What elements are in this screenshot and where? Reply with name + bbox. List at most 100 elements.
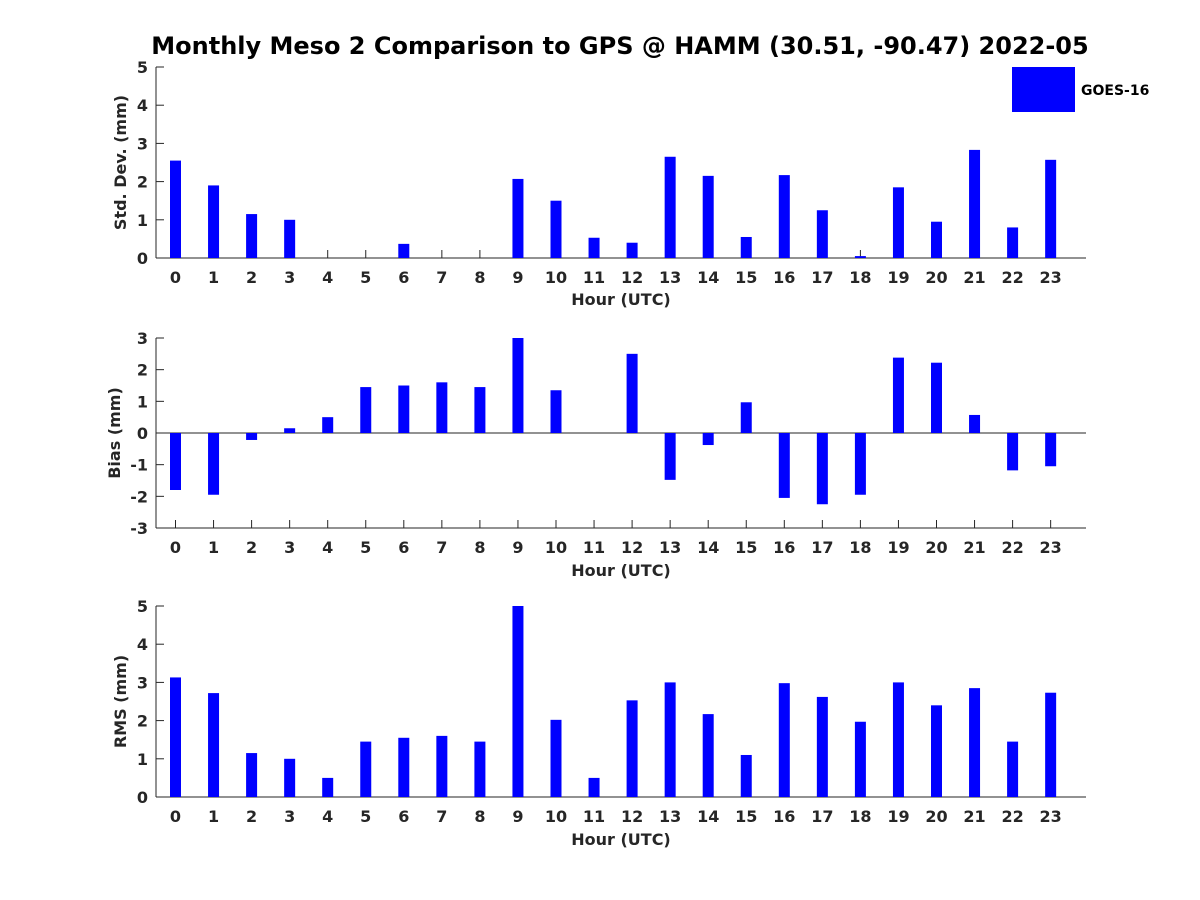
y-tick-label: 0 (137, 249, 148, 268)
chart-title: Monthly Meso 2 Comparison to GPS @ HAMM … (151, 32, 1088, 60)
legend-label: GOES-16 (1081, 83, 1149, 99)
y-tick-label: 0 (137, 424, 148, 443)
x-tick-label: 2 (246, 807, 257, 826)
y-tick-label: 0 (137, 788, 148, 807)
bar-hour-10 (550, 200, 562, 258)
x-tick-label: 5 (360, 807, 371, 826)
x-tick-label: 7 (436, 538, 447, 557)
bar-hour-11 (588, 237, 600, 258)
x-tick-label: 6 (398, 268, 409, 287)
bar-hour-4 (322, 417, 334, 433)
bar-hour-18 (854, 721, 866, 797)
x-tick-label: 21 (963, 538, 985, 557)
bar-hour-18 (854, 433, 866, 495)
x-tick-label: 1 (208, 268, 219, 287)
x-tick-label: 3 (284, 268, 295, 287)
bar-hour-6 (398, 737, 410, 797)
x-tick-label: 8 (474, 807, 485, 826)
x-tick-label: 11 (583, 807, 605, 826)
y-tick-label: 2 (137, 173, 148, 192)
bar-hour-12 (626, 353, 638, 433)
x-tick-label: 15 (735, 807, 757, 826)
x-tick-label: 14 (697, 538, 719, 557)
x-tick-label: 4 (322, 807, 333, 826)
x-tick-label: 19 (887, 268, 909, 287)
x-tick-label: 8 (474, 538, 485, 557)
bar-hour-1 (208, 433, 220, 495)
bar-hour-8 (474, 387, 486, 433)
x-tick-label: 16 (773, 538, 795, 557)
y-tick-label: -2 (130, 487, 148, 506)
bar-hour-3 (284, 428, 296, 433)
x-tick-label: 17 (811, 807, 833, 826)
bar-hour-8 (474, 741, 486, 797)
y-tick-label: 3 (137, 134, 148, 153)
x-tick-label: 22 (1001, 268, 1023, 287)
x-tick-label: 9 (512, 268, 523, 287)
x-tick-label: 20 (925, 268, 947, 287)
x-tick-label: 12 (621, 268, 643, 287)
y-tick-label: -3 (130, 519, 148, 538)
y-axis-label: RMS (mm) (111, 655, 130, 748)
bar-hour-15 (740, 402, 752, 433)
y-tick-label: -1 (130, 456, 148, 475)
x-tick-label: 13 (659, 268, 681, 287)
bar-hour-21 (969, 688, 981, 797)
y-tick-label: 3 (137, 673, 148, 692)
bar-hour-13 (664, 433, 676, 480)
x-tick-label: 11 (583, 538, 605, 557)
y-tick-label: 3 (137, 329, 148, 348)
x-tick-label: 18 (849, 538, 871, 557)
x-tick-label: 4 (322, 268, 333, 287)
bar-hour-17 (816, 210, 828, 258)
x-tick-label: 1 (208, 807, 219, 826)
x-tick-label: 23 (1040, 268, 1062, 287)
y-tick-label: 5 (137, 58, 148, 77)
x-tick-label: 7 (436, 268, 447, 287)
x-tick-label: 22 (1001, 807, 1023, 826)
bar-hour-14 (702, 175, 714, 258)
bar-hour-1 (208, 185, 220, 258)
y-tick-label: 1 (137, 392, 148, 411)
legend: GOES-16 (1012, 67, 1149, 112)
x-tick-label: 15 (735, 268, 757, 287)
bar-hour-10 (550, 390, 562, 433)
bar-hour-9 (512, 178, 524, 258)
x-tick-label: 3 (284, 807, 295, 826)
x-axis-label: Hour (UTC) (571, 561, 671, 580)
x-tick-label: 12 (621, 807, 643, 826)
bar-hour-13 (664, 682, 676, 797)
bar-hour-9 (512, 338, 524, 433)
x-tick-label: 14 (697, 268, 719, 287)
bar-hour-0 (170, 677, 181, 797)
x-tick-label: 21 (963, 268, 985, 287)
bar-hour-23 (1045, 692, 1057, 797)
bar-hour-16 (778, 175, 790, 258)
bar-hour-12 (626, 242, 638, 258)
bar-hour-3 (284, 758, 296, 797)
y-tick-label: 2 (137, 361, 148, 380)
bar-hour-7 (436, 382, 448, 433)
bar-hour-18 (854, 256, 866, 258)
bar-hour-15 (740, 754, 752, 797)
x-tick-label: 18 (849, 268, 871, 287)
x-tick-label: 20 (925, 807, 947, 826)
x-tick-label: 5 (360, 538, 371, 557)
bar-hour-17 (816, 696, 828, 797)
bar-hour-3 (284, 219, 296, 258)
bar-hour-7 (436, 735, 448, 797)
bar-hour-20 (931, 362, 942, 433)
y-axis-label: Bias (mm) (105, 387, 124, 479)
x-tick-label: 13 (659, 538, 681, 557)
bar-hour-23 (1045, 433, 1057, 467)
bar-hour-22 (1007, 227, 1019, 258)
x-tick-label: 17 (811, 268, 833, 287)
bar-hour-19 (892, 187, 904, 258)
bar-hour-20 (931, 221, 942, 258)
x-tick-label: 13 (659, 807, 681, 826)
bar-hour-20 (931, 705, 942, 797)
